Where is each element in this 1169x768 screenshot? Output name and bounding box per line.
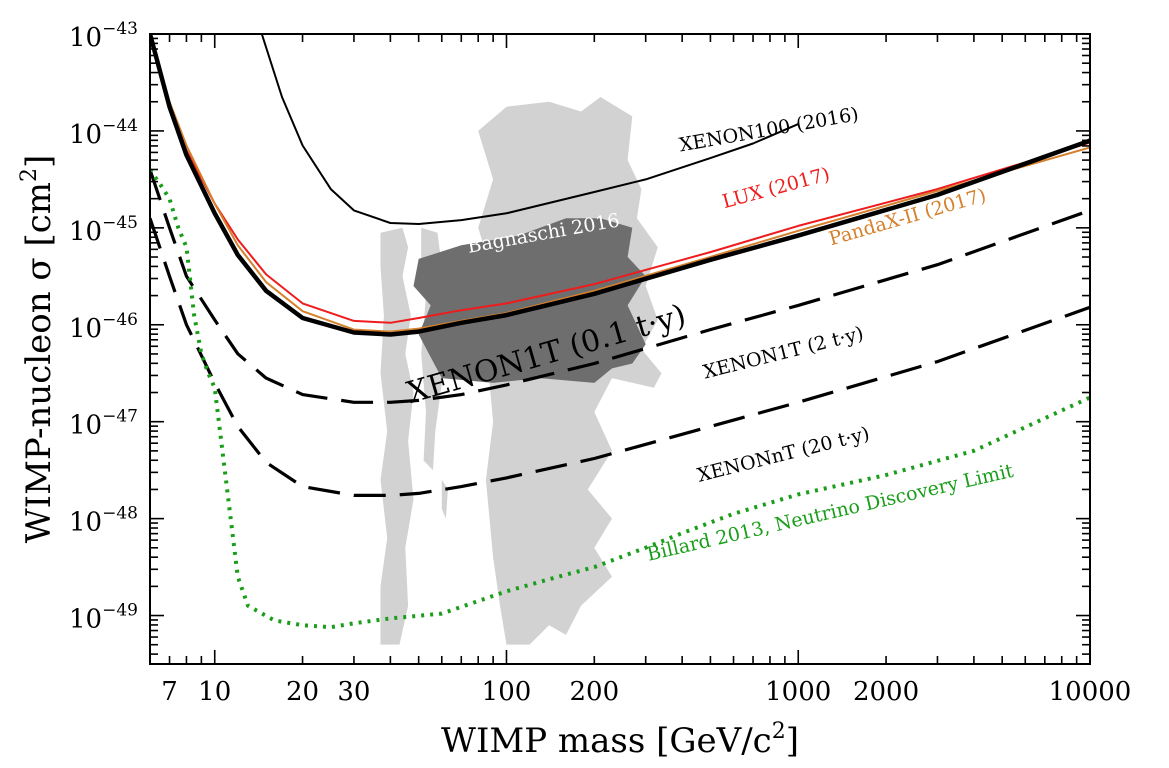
- series-xenon1t-2-t-y: [150, 169, 1090, 404]
- x-tick-label: 30: [337, 677, 370, 707]
- x-axis-label: WIMP mass [GeV/c2]: [441, 719, 799, 761]
- y-tick-label: 10−47: [69, 407, 138, 441]
- region-allowed-2: [380, 227, 414, 645]
- region-allowed-4: [441, 479, 448, 519]
- x-tick-label: 10000: [1049, 677, 1132, 707]
- label-xenon1t-2-t-y: XENON1T (2 t·y): [701, 322, 866, 383]
- y-tick-label: 10−49: [69, 601, 138, 635]
- region-bagnaschi-2016: [413, 218, 646, 383]
- y-tick-label: 10−45: [69, 213, 138, 247]
- series-xenonnt-20-t-y: [150, 217, 1090, 497]
- series-billard-2013-neutrino-discovery-limit: [150, 168, 1090, 630]
- label-pandax-ii-2017: PandaX-II (2017): [826, 184, 988, 250]
- axis-ticks: [149, 33, 1091, 664]
- series-xenon100-2016: [260, 34, 799, 225]
- label-xenonnt-20-t-y: XENONnT (20 t·y): [695, 423, 872, 487]
- label-lux-2017: LUX (2017): [720, 163, 832, 213]
- label-xenon100-2016: XENON100 (2016): [678, 103, 861, 156]
- x-tick-label: 200: [569, 677, 619, 707]
- plot-frame: [149, 33, 1091, 665]
- x-tick-label: 2000: [853, 677, 919, 707]
- y-tick-label: 10−43: [69, 19, 138, 53]
- y-axis-label: WIMP-nucleon σ [cm2]: [17, 155, 59, 544]
- x-tick-label: 100: [482, 677, 532, 707]
- y-tick-label: 10−48: [69, 504, 138, 538]
- y-tick-label: 10−44: [69, 116, 138, 150]
- exclusion-curves: [150, 34, 1090, 630]
- x-tick-label: 1000: [765, 677, 831, 707]
- series-xenon1t-0-1-t-y: [150, 34, 1090, 337]
- x-tick-labels: 7 10 20 30 100 200 1000 2000 10000: [161, 677, 1131, 707]
- y-tick-label: 10−46: [69, 310, 138, 344]
- x-tick-label: 10: [198, 677, 231, 707]
- x-tick-label: 20: [286, 677, 319, 707]
- series-pandax-ii-2017: [150, 34, 1090, 333]
- y-tick-labels: 10−43 10−44 10−45 10−46 10−47 10−48 10−49: [69, 19, 138, 635]
- x-tick-label: 7: [161, 677, 178, 707]
